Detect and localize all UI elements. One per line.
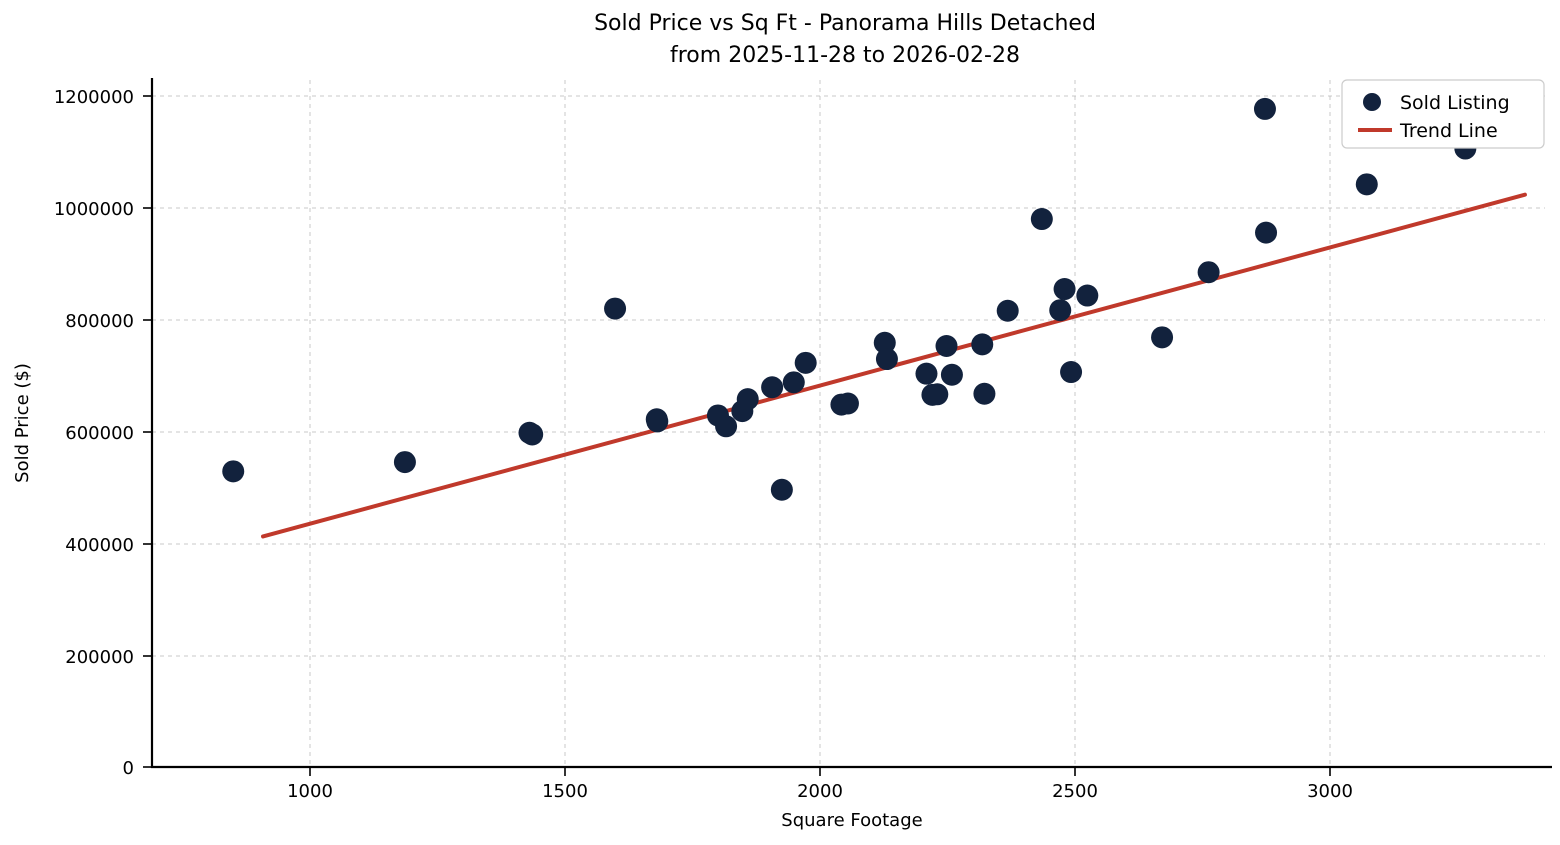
x-tick-label-2500: 2500 [1052, 781, 1098, 802]
scatter-point [521, 423, 544, 446]
scatter-point [971, 333, 994, 356]
scatter-point [1151, 326, 1174, 349]
y-axis-ticks: 1200000 1000000 800000 600000 400000 200… [54, 87, 152, 779]
legend-label-sold-listing: Sold Listing [1400, 92, 1510, 114]
scatter-point [940, 363, 963, 386]
y-tick-label-1200000: 1200000 [54, 87, 134, 108]
y-tick-label-600000: 600000 [65, 423, 134, 444]
legend-marker-sold-listing-icon [1363, 93, 1381, 111]
scatter-point [222, 460, 245, 483]
scatter-point [1255, 221, 1278, 244]
scatter-point [1355, 173, 1378, 196]
chart-title-line1: Sold Price vs Sq Ft - Panorama Hills Det… [594, 11, 1096, 36]
y-axis-label: Sold Price ($) [12, 363, 33, 483]
legend-background [1341, 79, 1545, 149]
scatter-point [604, 297, 627, 320]
scatter-point [1053, 278, 1076, 301]
x-tick-label-1500: 1500 [542, 781, 588, 802]
x-axis-label: Square Footage [781, 810, 922, 831]
scatter-point [1197, 261, 1220, 284]
scatter-point [646, 410, 669, 433]
scatter-point [875, 348, 898, 371]
scatter-point [1076, 284, 1099, 307]
scatter-point [935, 335, 958, 357]
horizontal-gridlines [152, 95, 1545, 768]
y-tick-label-0: 0 [123, 758, 134, 779]
y-tick-label-800000: 800000 [65, 311, 134, 332]
scatter-point [873, 331, 896, 354]
scatter-point [715, 415, 738, 438]
scatter-point [1049, 299, 1072, 322]
x-tick-label-1000: 1000 [287, 781, 333, 802]
axis-spines [150, 78, 1552, 769]
scatter-point [393, 451, 416, 474]
y-tick-label-200000: 200000 [65, 647, 134, 668]
scatter-point [770, 478, 793, 501]
scatter-point [926, 383, 949, 406]
sold-listing-series [222, 97, 1477, 501]
chart-legend[interactable]: Sold Listing Trend Line [1341, 79, 1545, 149]
scatter-point [794, 351, 817, 374]
vertical-gridlines [309, 80, 1331, 767]
x-axis-ticks: 1000 1500 2000 2500 3000 [287, 767, 1353, 802]
y-tick-label-1000000: 1000000 [54, 199, 134, 220]
scatter-point [973, 382, 996, 405]
scatter-point [1030, 208, 1053, 231]
scatter-point [996, 299, 1019, 322]
legend-label-trend-line: Trend Line [1399, 120, 1498, 142]
scatter-point [761, 376, 784, 399]
x-tick-label-2000: 2000 [797, 781, 843, 802]
scatter-point [782, 371, 805, 394]
scatter-point [1060, 361, 1083, 384]
x-tick-label-3000: 3000 [1307, 781, 1353, 802]
y-tick-label-400000: 400000 [65, 535, 134, 556]
scatter-point [836, 392, 859, 415]
scatter-point [736, 388, 759, 411]
scatter-point [1253, 97, 1276, 120]
chart-title-line2: from 2025-11-28 to 2026-02-28 [670, 43, 1020, 68]
scatter-point [915, 362, 938, 385]
